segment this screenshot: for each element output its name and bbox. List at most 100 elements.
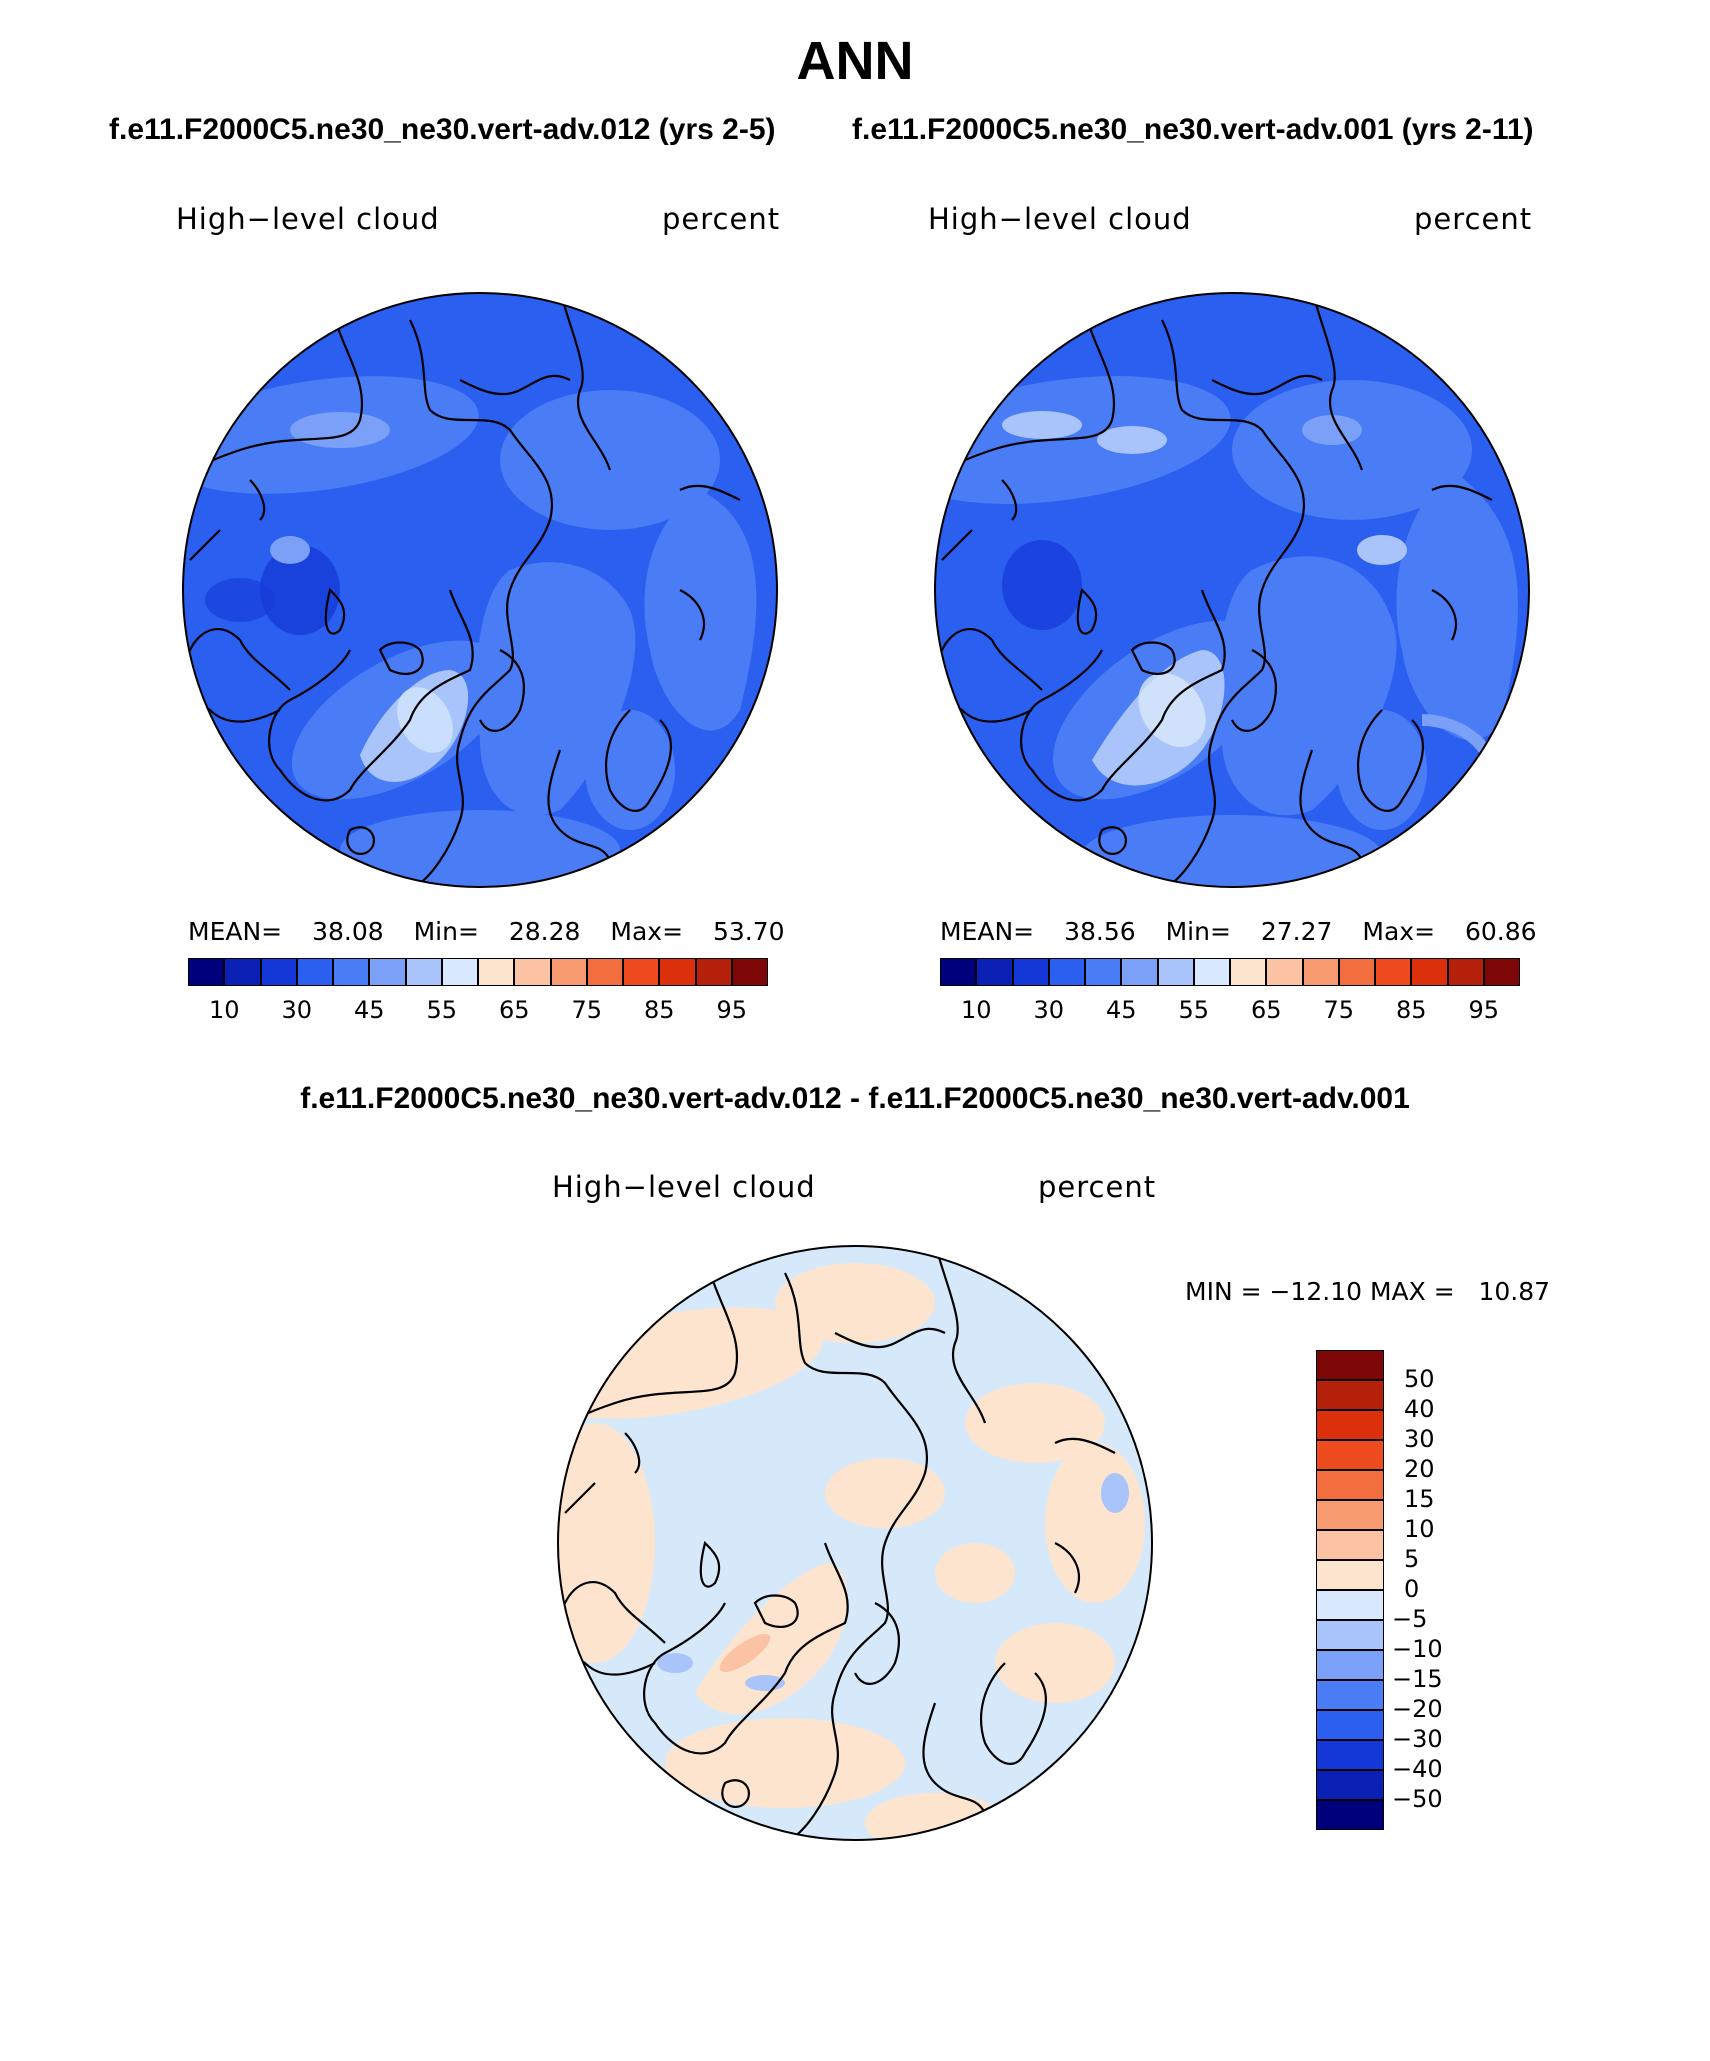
- panel1-max-value: 53.70: [713, 917, 785, 946]
- difference-colorbar-ticks: 50 40 30 20 15 10 5 0 −5 −10 −15 −20 −30 −40 −50: [1392, 1350, 1472, 1830]
- colorbar-tick-label: 95: [1468, 996, 1500, 1024]
- panel2-colorbar: [940, 958, 1520, 988]
- colorbar-tick-label: 45: [1105, 996, 1137, 1024]
- panel1-mean-value: 38.08: [312, 917, 384, 946]
- colorbar-tick-label: −30: [1392, 1725, 1443, 1753]
- colorbar-tick-label: −20: [1392, 1695, 1443, 1723]
- colorbar-swatch: [976, 958, 1013, 986]
- colorbar-swatch: [1316, 1650, 1384, 1680]
- colorbar-tick-label: 30: [1033, 996, 1065, 1024]
- colorbar-swatch: [1483, 958, 1520, 986]
- colorbar-swatch: [623, 958, 660, 986]
- colorbar-swatch: [188, 958, 225, 986]
- panel2-stats: MEAN= 38.56 Min= 27.27 Max= 60.86: [940, 917, 1537, 946]
- colorbar-tick-label: −15: [1392, 1665, 1443, 1693]
- colorbar-tick-label: 0: [1404, 1575, 1420, 1603]
- colorbar-tick-label: −40: [1392, 1755, 1443, 1783]
- colorbar-swatch: [1316, 1680, 1384, 1710]
- colorbar-swatch: [1316, 1710, 1384, 1740]
- panel3-variable-label: High−level cloud: [552, 1170, 816, 1204]
- colorbar-swatch: [441, 958, 478, 986]
- panel3-units-label: percent: [1038, 1170, 1157, 1204]
- colorbar-swatch: [296, 958, 333, 986]
- colorbar-swatch: [1048, 958, 1085, 986]
- colorbar-swatch: [1316, 1440, 1384, 1470]
- colorbar-tick-label: 40: [1404, 1395, 1435, 1423]
- colorbar-tick-label: −5: [1392, 1605, 1428, 1633]
- panel2-variable-label: High−level cloud: [928, 202, 1192, 236]
- panel1-polar-map: [182, 292, 778, 888]
- colorbar-swatch: [695, 958, 732, 986]
- colorbar-swatch: [405, 958, 442, 986]
- colorbar-swatch: [1316, 1560, 1384, 1590]
- colorbar-tick-label: 50: [1404, 1365, 1435, 1393]
- colorbar-swatch: [1266, 958, 1303, 986]
- difference-polar-map: [557, 1245, 1153, 1841]
- colorbar-swatch: [369, 958, 406, 986]
- colorbar-swatch: [1338, 958, 1375, 986]
- colorbar-tick-label: 10: [1404, 1515, 1435, 1543]
- colorbar-tick-label: 75: [1323, 996, 1355, 1024]
- colorbar-tick-label: 10: [960, 996, 992, 1024]
- colorbar-tick-label: 65: [1250, 996, 1282, 1024]
- panel1-min-label: Min=: [413, 917, 479, 946]
- colorbar-swatch: [1316, 1500, 1384, 1530]
- panel1-units-label: percent: [662, 202, 781, 236]
- panel2-min-value: 27.27: [1260, 917, 1333, 946]
- colorbar-swatch: [1375, 958, 1412, 986]
- colorbar-swatch: [550, 958, 587, 986]
- colorbar-tick-label: 95: [716, 996, 748, 1024]
- colorbar-swatch: [1316, 1350, 1384, 1380]
- subtitle-right: f.e11.F2000C5.ne30_ne30.vert-adv.001 (yr…: [852, 113, 1534, 146]
- colorbar-swatch: [1316, 1470, 1384, 1500]
- colorbar-swatch: [1012, 958, 1049, 986]
- colorbar-swatch: [1121, 958, 1158, 986]
- colorbar-swatch: [1316, 1800, 1384, 1830]
- colorbar-tick-label: 65: [498, 996, 530, 1024]
- panel1-variable-label: High−level cloud: [176, 202, 440, 236]
- colorbar-swatch: [731, 958, 768, 986]
- colorbar-tick-label: 45: [353, 996, 385, 1024]
- panel2-polar-map: [934, 292, 1530, 888]
- colorbar-tick-label: 15: [1404, 1485, 1435, 1513]
- colorbar-tick-label: −10: [1392, 1635, 1443, 1663]
- colorbar-swatch: [1085, 958, 1122, 986]
- panel2-units-label: percent: [1414, 202, 1533, 236]
- colorbar-swatch: [1157, 958, 1194, 986]
- difference-minmax: MIN = −12.10 MAX = 10.87: [1185, 1277, 1551, 1306]
- colorbar-swatch: [1316, 1620, 1384, 1650]
- panel2-max-label: Max=: [1362, 917, 1436, 946]
- panel2-min-label: Min=: [1165, 917, 1231, 946]
- panel1-stats: MEAN= 38.08 Min= 28.28 Max= 53.70: [188, 917, 785, 946]
- colorbar-swatch: [586, 958, 623, 986]
- colorbar-tick-label: 85: [643, 996, 675, 1024]
- colorbar-swatch: [1447, 958, 1484, 986]
- panel1-min-value: 28.28: [508, 917, 581, 946]
- colorbar-swatch: [940, 958, 977, 986]
- panel2-mean-label: MEAN=: [940, 917, 1035, 946]
- difference-colorbar: [1316, 1350, 1384, 1830]
- panel2-colorbar-ticks: 10 30 45 55 65 75 85 95: [940, 996, 1520, 1026]
- colorbar-swatch: [1316, 1380, 1384, 1410]
- panel1-colorbar: [188, 958, 768, 988]
- colorbar-tick-label: 5: [1404, 1545, 1420, 1573]
- colorbar-swatch: [478, 958, 515, 986]
- colorbar-tick-label: 85: [1395, 996, 1427, 1024]
- panel1-mean-label: MEAN=: [188, 917, 283, 946]
- colorbar-swatch: [224, 958, 261, 986]
- colorbar-swatch: [1411, 958, 1448, 986]
- colorbar-tick-label: 75: [571, 996, 603, 1024]
- colorbar-tick-label: −50: [1392, 1785, 1443, 1813]
- colorbar-swatch: [1316, 1740, 1384, 1770]
- colorbar-swatch: [1193, 958, 1230, 986]
- difference-title: f.e11.F2000C5.ne30_ne30.vert-adv.012 - f…: [300, 1082, 1410, 1115]
- colorbar-swatch: [1316, 1410, 1384, 1440]
- colorbar-tick-label: 20: [1404, 1455, 1435, 1483]
- colorbar-swatch: [1316, 1530, 1384, 1560]
- colorbar-swatch: [260, 958, 297, 986]
- colorbar-tick-label: 55: [426, 996, 458, 1024]
- colorbar-swatch: [1230, 958, 1267, 986]
- colorbar-swatch: [659, 958, 696, 986]
- panel1-colorbar-ticks: 10 30 45 55 65 75 85 95: [188, 996, 768, 1026]
- colorbar-swatch: [1316, 1770, 1384, 1800]
